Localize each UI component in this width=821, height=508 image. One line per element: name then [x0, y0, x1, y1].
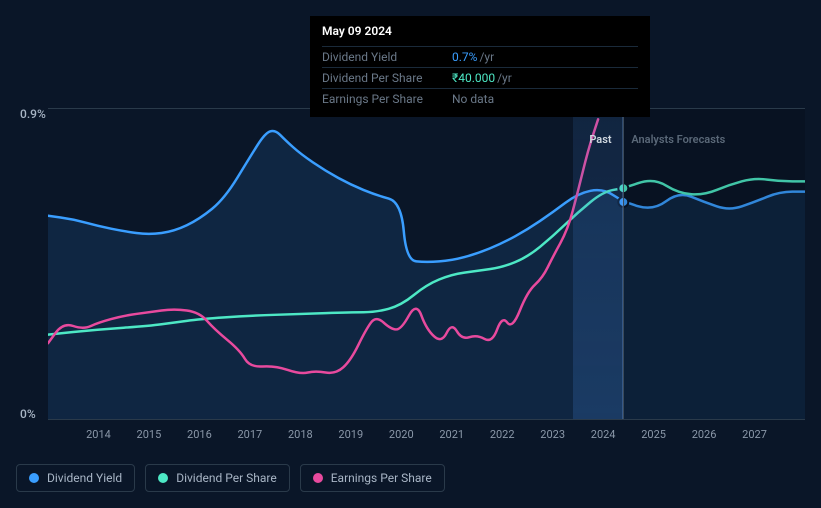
x-tick: 2018 [288, 428, 313, 441]
x-tick: 2024 [591, 428, 616, 441]
tooltip-label: Dividend Yield [322, 50, 452, 64]
tooltip-label: Dividend Per Share [322, 71, 452, 85]
tooltip-value: ₹40.000 [452, 71, 495, 85]
x-tick: 2015 [137, 428, 162, 441]
y-axis-min: 0% [20, 407, 36, 421]
x-tick: 2014 [86, 428, 111, 441]
legend-dot-icon [158, 473, 168, 483]
x-tick: 2021 [439, 428, 464, 441]
legend-label: Earnings Per Share [331, 471, 432, 485]
tooltip-value: No data [452, 92, 494, 106]
tooltip-row: Dividend Yield 0.7% /yr [322, 46, 638, 67]
past-label: Past [589, 133, 611, 146]
y-axis-max: 0.9% [20, 107, 46, 121]
legend: Dividend Yield Dividend Per Share Earnin… [16, 464, 445, 492]
highlight-band [573, 109, 623, 419]
hover-tooltip: May 09 2024 Dividend Yield 0.7% /yrDivid… [310, 16, 650, 117]
legend-item[interactable]: Dividend Yield [16, 464, 135, 492]
forecast-label: Analysts Forecasts [631, 133, 725, 146]
forecast-zone [623, 109, 805, 419]
x-tick: 2023 [540, 428, 565, 441]
tooltip-value: 0.7% [452, 50, 477, 64]
legend-item[interactable]: Dividend Per Share [145, 464, 290, 492]
x-tick: 2022 [490, 428, 515, 441]
x-tick: 2027 [742, 428, 767, 441]
tooltip-label: Earnings Per Share [322, 92, 452, 106]
legend-label: Dividend Per Share [176, 471, 277, 485]
chart-container: May 09 2024 Dividend Yield 0.7% /yrDivid… [0, 0, 821, 508]
x-tick: 2026 [692, 428, 717, 441]
tooltip-unit: /yr [497, 71, 512, 85]
x-tick: 2017 [237, 428, 262, 441]
legend-dot-icon [313, 473, 323, 483]
tooltip-row: Dividend Per Share ₹40.000 /yr [322, 67, 638, 88]
tooltip-date: May 09 2024 [322, 24, 638, 42]
x-tick: 2019 [338, 428, 363, 441]
legend-dot-icon [29, 473, 39, 483]
x-tick: 2016 [187, 428, 212, 441]
x-tick: 2020 [389, 428, 414, 441]
legend-item[interactable]: Earnings Per Share [300, 464, 445, 492]
plot-area[interactable]: Past Analysts Forecasts [48, 108, 805, 420]
tooltip-unit: /yr [479, 50, 494, 64]
tooltip-row: Earnings Per Share No data [322, 88, 638, 109]
legend-label: Dividend Yield [47, 471, 122, 485]
x-tick: 2025 [641, 428, 666, 441]
